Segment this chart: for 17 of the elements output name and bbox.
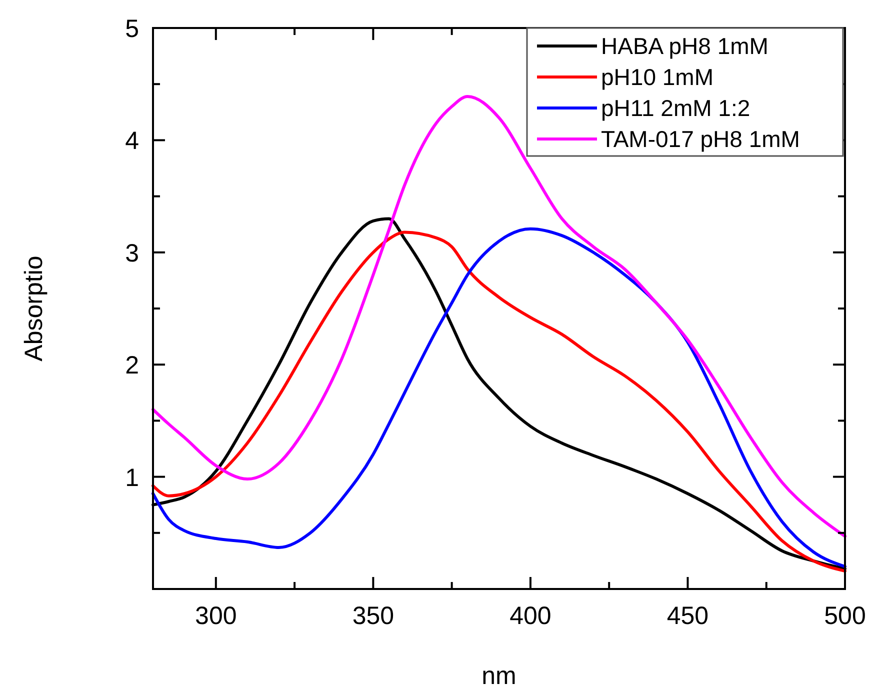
x-tick-label: 450 (666, 602, 709, 630)
legend-label: pH10 1mM (601, 64, 714, 90)
y-axis-title: Absorptio (20, 256, 48, 362)
x-tick-label: 350 (352, 602, 394, 630)
line-series (152, 94, 846, 538)
legend-label: pH11 2mM 1:2 (601, 95, 750, 121)
y-tick-label: 3 (125, 239, 139, 268)
y-tick-label: 4 (125, 127, 140, 156)
x-axis-title: nm (482, 662, 516, 690)
legend-label: TAM-017 pH8 1mM (601, 126, 800, 152)
y-tick-label: 5 (125, 15, 139, 43)
legend-label: HABA pH8 1mM (601, 33, 768, 59)
x-tick-label: 400 (510, 602, 552, 630)
y-tick-label: 1 (125, 464, 139, 492)
x-tick-label: 500 (824, 602, 866, 630)
y-tick-label: 2 (125, 352, 139, 380)
x-tick-label: 300 (195, 602, 237, 630)
